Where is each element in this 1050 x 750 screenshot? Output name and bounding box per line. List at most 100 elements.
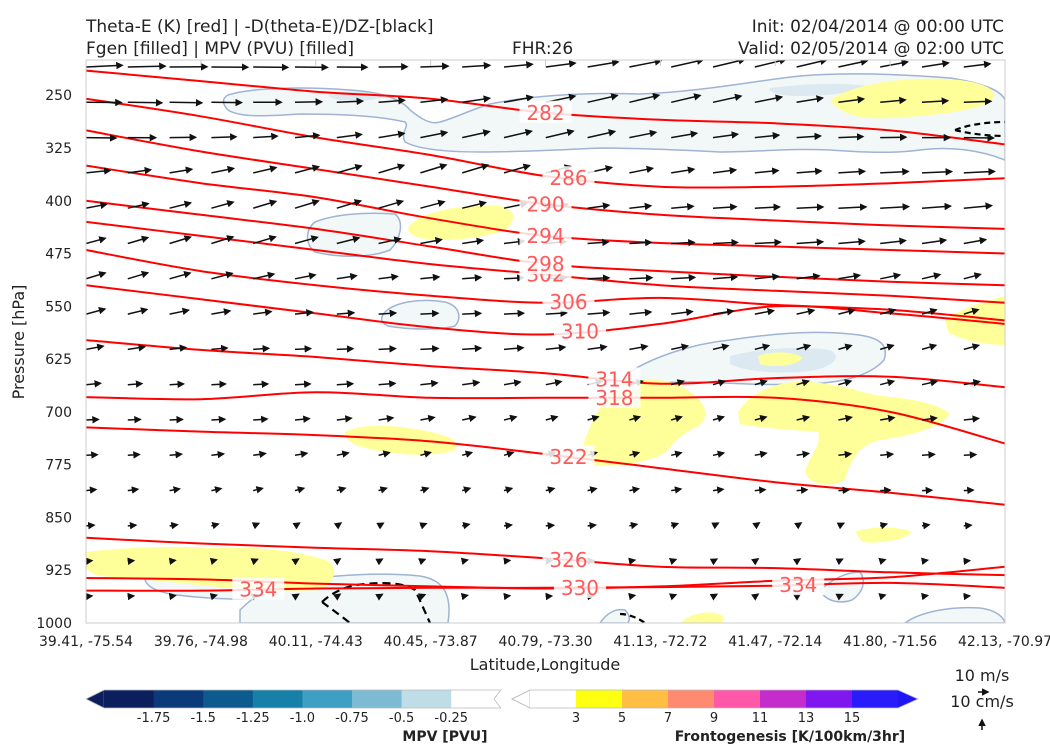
wind-vector bbox=[378, 380, 397, 388]
x-axis-label: Latitude,Longitude bbox=[470, 655, 621, 674]
wind-vector bbox=[752, 521, 761, 530]
theta-e-label-334: 334 bbox=[779, 573, 817, 597]
wind-vector bbox=[754, 238, 782, 247]
wind-vector bbox=[629, 60, 663, 68]
theta-e-contour-314 bbox=[86, 339, 1005, 389]
wind-vector bbox=[963, 167, 996, 176]
wind-vector bbox=[86, 557, 94, 565]
wind-vector bbox=[838, 307, 856, 316]
wind-vector bbox=[712, 273, 739, 282]
wind-vector bbox=[127, 451, 141, 459]
wind-vector bbox=[671, 274, 697, 282]
wind-vector bbox=[668, 558, 678, 566]
wind-vector bbox=[86, 380, 102, 388]
wind-vector bbox=[86, 415, 100, 424]
wind-vector bbox=[754, 273, 780, 281]
wind-vector bbox=[880, 414, 896, 423]
wind-vector bbox=[921, 343, 938, 351]
mpv-colorbar-extend-right bbox=[476, 690, 504, 708]
wind-vector bbox=[127, 557, 136, 565]
wind-vector bbox=[963, 557, 972, 565]
wind-vector bbox=[168, 557, 177, 565]
wind-vector bbox=[587, 238, 610, 247]
wind-vector bbox=[503, 450, 515, 458]
wind-vector bbox=[963, 379, 981, 387]
plot-content: 334 3343303263223183143103063022982942902… bbox=[86, 60, 1005, 623]
forecast-hour: FHR:26 bbox=[512, 39, 573, 59]
x-tick-label: 41.13, -72.72 bbox=[613, 634, 707, 650]
wind-vector bbox=[838, 272, 862, 280]
wind-vector bbox=[419, 522, 428, 530]
wind-vector bbox=[503, 414, 518, 423]
wind-vector bbox=[460, 557, 469, 565]
wind-vector bbox=[838, 414, 853, 423]
wind-vector bbox=[211, 165, 236, 174]
wind-vector bbox=[796, 414, 811, 423]
wind-vector bbox=[211, 133, 238, 141]
wind-vector bbox=[963, 592, 972, 601]
wind-vector bbox=[86, 486, 98, 494]
y-tick-label: 325 bbox=[45, 141, 72, 157]
wind-vector bbox=[835, 593, 844, 601]
wind-vector bbox=[169, 415, 184, 424]
mpv-colorbar-label: -1.0 bbox=[290, 711, 315, 726]
theta-e-label-282: 282 bbox=[526, 101, 564, 125]
wind-vector bbox=[378, 130, 406, 139]
wind-vector bbox=[294, 450, 309, 458]
dthetae-dz-contour bbox=[321, 601, 351, 623]
wind-vector bbox=[754, 308, 776, 316]
wind-vector bbox=[169, 200, 193, 209]
wind-vector bbox=[461, 486, 472, 494]
wind-vector bbox=[796, 379, 810, 387]
wind-vector bbox=[462, 237, 485, 246]
y-tick-label: 775 bbox=[45, 458, 72, 474]
wind-vector bbox=[418, 558, 427, 566]
wind-vector bbox=[796, 167, 823, 176]
fgen-colorbar-swatch bbox=[622, 690, 669, 708]
contour-label-bg bbox=[588, 385, 641, 408]
y-tick-label: 400 bbox=[45, 194, 72, 210]
wind-vector bbox=[545, 379, 563, 387]
wind-key-vertical: 10 cm/s bbox=[950, 692, 1014, 711]
contour-label-bg bbox=[232, 577, 285, 600]
y-tick-label: 625 bbox=[45, 352, 72, 368]
wind-vector bbox=[420, 62, 450, 71]
wind-vector bbox=[420, 96, 449, 104]
wind-vector bbox=[211, 271, 234, 280]
wind-vector bbox=[503, 94, 534, 104]
wind-vector bbox=[211, 380, 227, 389]
wind-vector bbox=[336, 415, 353, 423]
contour-label-bg bbox=[588, 367, 641, 390]
wind-vector bbox=[462, 61, 492, 70]
wind-vector bbox=[211, 200, 235, 209]
mpv-colorbar-outline bbox=[85, 689, 502, 709]
fgen-colorbar-outline bbox=[511, 689, 919, 709]
wind-vector bbox=[209, 593, 218, 601]
wind-vector bbox=[880, 379, 896, 387]
wind-vector bbox=[462, 522, 471, 530]
wind-vector bbox=[86, 236, 107, 245]
wind-vector bbox=[86, 201, 108, 210]
wind-vector bbox=[921, 60, 950, 68]
wind-vector bbox=[420, 237, 443, 245]
wind-vector bbox=[629, 486, 641, 494]
wind-vector bbox=[963, 97, 993, 106]
wind-vector bbox=[670, 415, 683, 423]
wind-vector bbox=[921, 272, 942, 280]
wind-vector bbox=[86, 451, 99, 459]
x-tick-label: 39.76, -74.98 bbox=[154, 634, 248, 650]
wind-vector bbox=[169, 451, 183, 459]
fgen-colorbar-swatch bbox=[806, 690, 853, 708]
wind-vector bbox=[921, 237, 948, 245]
fgen-region bbox=[738, 381, 950, 485]
theta-e-label-334: 334 bbox=[239, 578, 277, 602]
wind-vector bbox=[336, 380, 355, 388]
wind-vector bbox=[670, 522, 680, 530]
x-tick-label: 41.47, -72.14 bbox=[728, 634, 822, 650]
wind-vector bbox=[963, 522, 973, 530]
wind-vector bbox=[587, 93, 619, 104]
wind-vector bbox=[86, 167, 112, 175]
wind-vector bbox=[629, 274, 654, 282]
x-tick-label: 42.13, -70.97 bbox=[958, 634, 1050, 650]
theta-e-label-290: 290 bbox=[526, 192, 564, 216]
